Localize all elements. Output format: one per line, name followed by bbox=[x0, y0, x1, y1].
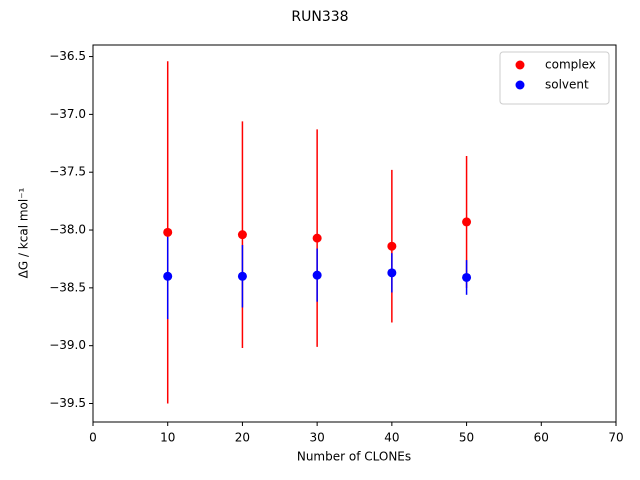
x-tick-label: 60 bbox=[534, 431, 549, 445]
legend-marker bbox=[515, 80, 525, 90]
y-tick-label: −39.0 bbox=[49, 338, 86, 352]
x-axis-label: Number of CLONEs bbox=[297, 450, 411, 464]
point bbox=[312, 233, 322, 243]
x-tick-label: 0 bbox=[89, 431, 97, 445]
point bbox=[462, 272, 472, 282]
point bbox=[387, 268, 397, 278]
point bbox=[163, 227, 173, 237]
legend-marker bbox=[515, 60, 525, 70]
x-tick-label: 40 bbox=[384, 431, 399, 445]
point bbox=[237, 271, 247, 281]
point bbox=[237, 230, 247, 240]
point bbox=[163, 271, 173, 281]
x-tick-label: 20 bbox=[235, 431, 250, 445]
x-tick-label: 30 bbox=[310, 431, 325, 445]
x-tick-label: 70 bbox=[608, 431, 623, 445]
y-axis-label: ΔG / kcal mol⁻¹ bbox=[17, 187, 31, 278]
chart-title: RUN338 bbox=[291, 9, 348, 25]
y-tick-label: −37.5 bbox=[49, 165, 86, 179]
legend-box bbox=[499, 51, 610, 105]
y-tick-label: −37.0 bbox=[49, 107, 86, 121]
point bbox=[312, 270, 322, 280]
y-tick-label: −39.5 bbox=[49, 396, 86, 410]
axes-frame bbox=[92, 44, 617, 423]
point bbox=[462, 217, 472, 227]
x-tick-label: 10 bbox=[160, 431, 175, 445]
legend-label: complex bbox=[545, 58, 596, 72]
point bbox=[387, 241, 397, 251]
y-tick-label: −36.5 bbox=[49, 49, 86, 63]
legend-label: solvent bbox=[545, 78, 589, 92]
y-tick-label: −38.5 bbox=[49, 280, 86, 294]
y-tick-label: −38.0 bbox=[49, 223, 86, 237]
x-tick-label: 50 bbox=[459, 431, 474, 445]
